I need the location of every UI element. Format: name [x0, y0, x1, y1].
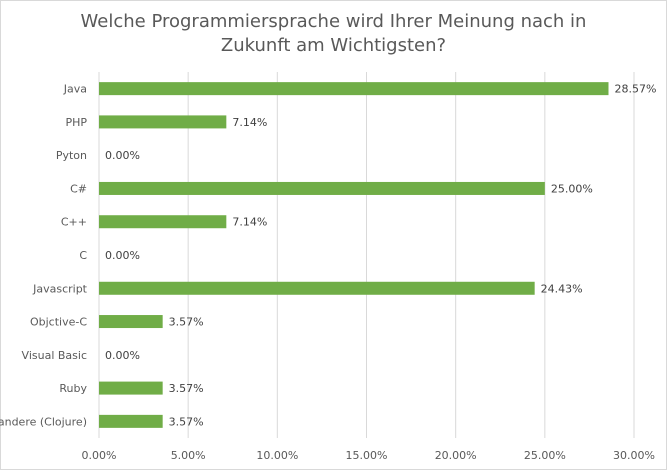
bar	[99, 315, 163, 329]
data-label: 3.57%	[169, 382, 204, 395]
bar	[99, 181, 545, 195]
x-tick-label: 20.00%	[435, 449, 477, 462]
x-tick-label: 5.00%	[171, 449, 206, 462]
category-label: C	[79, 249, 87, 262]
category-label: Ruby	[59, 382, 87, 395]
bar	[99, 381, 163, 395]
category-label: Pyton	[56, 149, 87, 162]
data-label: 7.14%	[232, 116, 267, 129]
category-label: C++	[61, 216, 87, 229]
bar	[99, 215, 227, 229]
data-label: 7.14%	[232, 216, 267, 229]
bar	[99, 82, 609, 96]
bar	[99, 281, 535, 295]
data-label: 3.57%	[169, 415, 204, 428]
data-label: 0.00%	[105, 149, 140, 162]
x-tick-label: 10.00%	[256, 449, 298, 462]
category-label: Visual Basic	[22, 349, 87, 362]
data-label: 28.57%	[614, 83, 656, 96]
x-tick-label: 15.00%	[346, 449, 388, 462]
bar	[99, 414, 163, 428]
category-label: PHP	[65, 116, 87, 129]
category-label: Objctive-C	[30, 316, 87, 329]
category-label: C#	[70, 182, 87, 195]
data-label: 24.43%	[541, 282, 583, 295]
category-label: Javascript	[32, 282, 88, 295]
data-label: 3.57%	[169, 316, 204, 329]
x-tick-label: 30.00%	[613, 449, 655, 462]
data-label: 0.00%	[105, 249, 140, 262]
bar	[99, 115, 227, 129]
data-label: 0.00%	[105, 349, 140, 362]
x-tick-label: 0.00%	[82, 449, 117, 462]
category-label: andere (Clojure)	[0, 415, 87, 428]
category-label: Java	[63, 83, 87, 96]
data-label: 25.00%	[551, 182, 593, 195]
x-tick-label: 25.00%	[524, 449, 566, 462]
chart-title: Welche Programmiersprache wird Ihrer Mei…	[80, 11, 587, 56]
